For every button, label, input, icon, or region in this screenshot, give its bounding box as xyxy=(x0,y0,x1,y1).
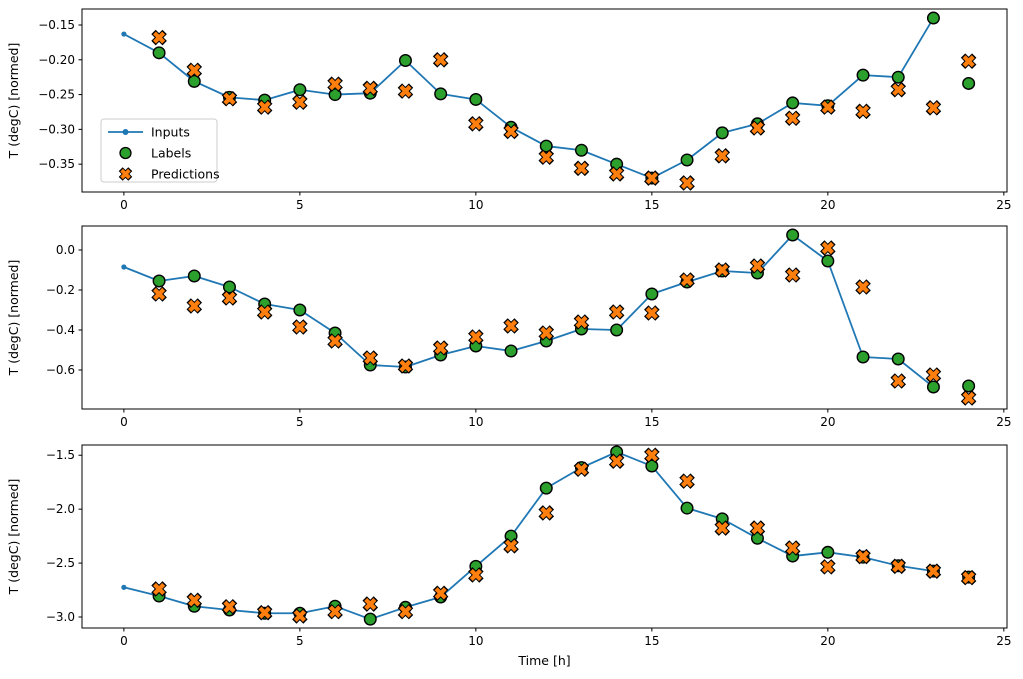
inputs-line xyxy=(121,15,937,181)
x-tick-label: 5 xyxy=(296,198,304,212)
y-axis-label: T (degC) [normed] xyxy=(6,479,21,596)
y-tick-label: −0.4 xyxy=(46,323,75,337)
y-tick-label: −1.5 xyxy=(46,448,75,462)
inputs-line xyxy=(121,232,937,390)
predictions-points xyxy=(151,447,977,624)
x-tick-label: 10 xyxy=(468,415,483,429)
legend-label: Labels xyxy=(151,146,191,161)
legend-label: Inputs xyxy=(151,125,190,140)
x-tick-label: 15 xyxy=(644,415,659,429)
x-tick-label: 15 xyxy=(644,198,659,212)
y-tick-label: −0.15 xyxy=(38,18,75,32)
y-tick-label: −0.2 xyxy=(46,283,75,297)
inputs-line xyxy=(121,449,937,622)
x-tick-label: 5 xyxy=(296,634,304,648)
legend-label: Predictions xyxy=(151,167,220,182)
subplot-3: −1.5 −2.0 −2.5 −3.0 0 5 10 15 20 25 T (degC) [norm… xyxy=(6,444,1011,668)
y-tick-label: −3.0 xyxy=(46,610,75,624)
y-tick-label: −2.5 xyxy=(46,556,75,570)
x-tick-label: 25 xyxy=(996,198,1011,212)
x-tick-label: 15 xyxy=(644,634,659,648)
x-tick-label: 20 xyxy=(820,415,835,429)
y-tick-label: −0.20 xyxy=(38,53,75,67)
x-axis-label: Time [h] xyxy=(517,653,570,668)
y-tick-label: −2.0 xyxy=(46,502,75,516)
labels-points xyxy=(152,445,976,626)
labels-points xyxy=(152,11,976,185)
y-tick-label: −0.35 xyxy=(38,157,75,171)
x-tick-label: 20 xyxy=(820,198,835,212)
x-tick-label: 5 xyxy=(296,415,304,429)
predictions-points xyxy=(151,29,977,191)
y-tick-label: 0.0 xyxy=(56,243,75,257)
legend-circle-sample-icon xyxy=(119,146,132,160)
x-tick-label: 0 xyxy=(120,634,128,648)
legend-item-predictions: Predictions xyxy=(118,167,220,182)
x-tick-label: 10 xyxy=(468,634,483,648)
y-axis-label: T (degC) [normed] xyxy=(6,260,21,377)
legend-item-labels: Labels xyxy=(119,146,191,161)
labels-points xyxy=(152,228,976,394)
x-tick-label: 25 xyxy=(996,415,1011,429)
y-tick-label: −0.6 xyxy=(46,363,75,377)
legend-item-inputs: Inputs xyxy=(108,125,190,140)
predictions-points xyxy=(151,240,977,406)
x-tick-label: 0 xyxy=(120,415,128,429)
x-tick-label: 0 xyxy=(120,198,128,212)
axes-frame xyxy=(81,225,1008,410)
subplot-1: −0.15 −0.20 −0.25 −0.30 −0.35 0 5 10 15 20 25 T (de… xyxy=(6,8,1011,212)
x-tick-label: 10 xyxy=(468,198,483,212)
legend-box xyxy=(100,118,218,183)
x-tick-label: 25 xyxy=(996,634,1011,648)
y-tick-label: −0.25 xyxy=(38,88,75,102)
legend: Inputs Labels Predictions xyxy=(100,118,220,183)
subplot-2: 0.0 −0.2 −0.4 −0.6 0 5 10 15 20 25 T (degC) [norme… xyxy=(6,225,1011,429)
axes-frame xyxy=(81,8,1008,193)
axes-frame xyxy=(81,444,1008,629)
y-axis-label: T (degC) [normed] xyxy=(6,43,21,160)
y-tick-label: −0.30 xyxy=(38,122,75,136)
x-tick-label: 20 xyxy=(820,634,835,648)
